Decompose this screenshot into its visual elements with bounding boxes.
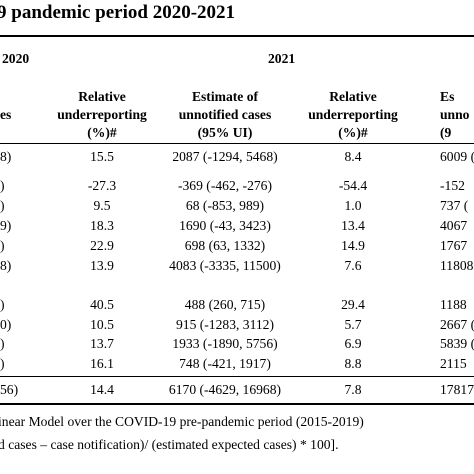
table-cell-c1: ) xyxy=(0,238,5,253)
table-cell-c1: ) xyxy=(0,178,5,193)
year-2020-header: 2020 xyxy=(2,51,30,66)
table-cell-c5: 1767 xyxy=(440,238,468,253)
table-cell-c1: 8) xyxy=(0,149,12,164)
table-cell-c4: -54.4 xyxy=(338,178,368,193)
table-cell-c2: -27.3 xyxy=(87,178,117,193)
year-2021-header: 2021 xyxy=(268,51,296,66)
table-cell-c1: ) xyxy=(0,198,5,213)
table-cell-c4: 13.4 xyxy=(341,218,365,233)
table-cell-c5: 2667 ( xyxy=(440,317,474,332)
total-rule-bottom xyxy=(0,403,474,405)
table-cell-c3: 915 (-1283, 3112) xyxy=(175,317,275,332)
estimate-2021b-header-line-3: (9 xyxy=(440,125,452,140)
total-cell-c3: 6170 (-4629, 16968) xyxy=(168,382,282,397)
table-cell-c1: ) xyxy=(0,336,5,351)
table-cell-c2: 9.5 xyxy=(93,198,111,213)
table-cell-c5: 11808 ( xyxy=(440,258,474,273)
total-cell-c1: 56) xyxy=(0,382,19,397)
total-cell-c5: 17817 ( xyxy=(440,382,474,397)
table-cell-c4: 14.9 xyxy=(341,238,365,253)
table-title: 9 pandemic period 2020-2021 xyxy=(0,2,236,23)
table-cell-c2: 22.9 xyxy=(90,238,114,253)
table-cell-c1: 9) xyxy=(0,218,12,233)
estimate-2021b-header-line-1: Es xyxy=(440,89,455,104)
table-cell-c3: 1933 (-1890, 5756) xyxy=(172,336,278,351)
estimate-2021-header-line-1: Estimate of xyxy=(191,89,259,104)
estimate-2021b-header-line-2: unno xyxy=(440,107,470,122)
total-rule-top xyxy=(0,376,474,377)
table-cell-c4: 8.4 xyxy=(344,149,362,164)
table-cell-c1: 0) xyxy=(0,317,12,332)
table-cell-c2: 15.5 xyxy=(90,149,114,164)
underreporting-2020-header-line-2: underreporting xyxy=(57,107,147,122)
table-cell-c3: 2087 (-1294, 5468) xyxy=(172,149,278,164)
table-cell-c1: ) xyxy=(0,297,5,312)
table-cell-c3: 68 (-853, 989) xyxy=(185,198,265,213)
col1-header-line-1: es xyxy=(0,107,12,122)
table-cell-c2: 13.9 xyxy=(90,258,114,273)
table-cell-c5: 737 ( xyxy=(440,198,469,213)
table-cell-c5: 2115 xyxy=(440,356,467,371)
total-cell-c2: 14.4 xyxy=(90,382,114,397)
total-cell-c4: 7.8 xyxy=(344,382,362,397)
header-rule xyxy=(0,143,474,144)
table-cell-c3: -369 (-462, -276) xyxy=(177,178,272,193)
table-cell-c2: 13.7 xyxy=(90,336,114,351)
table-cell-c2: 18.3 xyxy=(90,218,114,233)
table-cell-c4: 5.7 xyxy=(344,317,362,332)
table-cell-c4: 8.8 xyxy=(344,356,362,371)
table-cell-c5: 6009 ( xyxy=(440,149,474,164)
top-rule xyxy=(0,35,474,37)
table-cell-c4: 29.4 xyxy=(341,297,365,312)
table-cell-c4: 6.9 xyxy=(344,336,362,351)
underreporting-2021-header-line-2: underreporting xyxy=(308,107,398,122)
table-cell-c2: 40.5 xyxy=(90,297,114,312)
table-cell-c2: 16.1 xyxy=(90,356,114,371)
table-cell-c3: 488 (260, 715) xyxy=(184,297,266,312)
table-cell-c4: 1.0 xyxy=(344,198,362,213)
table-cell-c4: 7.6 xyxy=(344,258,362,273)
table-cell-c5: 4067 xyxy=(440,218,468,233)
table-cell-c1: ) xyxy=(0,356,5,371)
footnote-2: d cases – case notification)/ (estimated… xyxy=(0,437,339,452)
table-cell-c3: 698 (63, 1332) xyxy=(184,238,266,253)
table-cell-c2: 10.5 xyxy=(90,317,114,332)
table-cell-c3: 1690 (-43, 3423) xyxy=(179,218,271,233)
estimate-2021-header-line-3: (95% UI) xyxy=(197,125,253,140)
underreporting-2021-header-line-3: (%)# xyxy=(338,125,368,140)
table-cell-c5: 1188 xyxy=(440,297,467,312)
table-cell-c3: 748 (-421, 1917) xyxy=(179,356,271,371)
underreporting-2020-header-line-3: (%)# xyxy=(87,125,117,140)
underreporting-2020-header-line-1: Relative xyxy=(78,89,126,104)
estimate-2021-header-line-2: unnotified cases xyxy=(178,107,272,122)
underreporting-2021-header-line-1: Relative xyxy=(329,89,377,104)
table-cell-c5: -152 xyxy=(440,178,465,193)
table-cell-c1: 8) xyxy=(0,258,12,273)
footnote-1: inear Model over the COVID-19 pre-pandem… xyxy=(0,414,364,429)
table-cell-c3: 4083 (-3335, 11500) xyxy=(169,258,281,273)
table-cell-c5: 5839 ( xyxy=(440,336,474,351)
